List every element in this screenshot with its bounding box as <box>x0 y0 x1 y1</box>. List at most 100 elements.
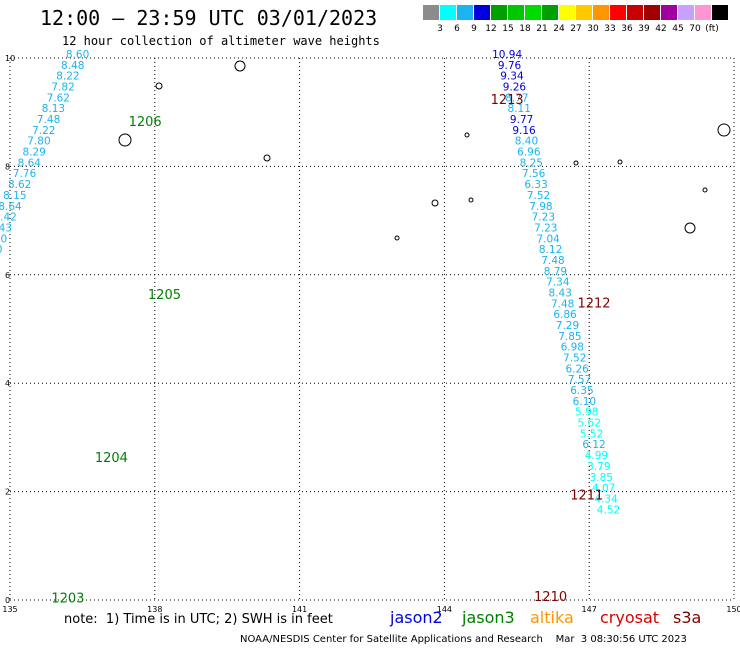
wave-height-label: 7.48 <box>551 298 574 310</box>
island-outline <box>468 197 474 203</box>
wave-height-label: 6.10 <box>573 396 596 408</box>
pass-number-label: 1211 <box>570 489 603 504</box>
wave-height-label: 7.48 <box>541 255 564 267</box>
y-tick-label: 6 <box>5 271 10 280</box>
pass-number-label: 1206 <box>129 115 162 130</box>
colorbar-label: 18 <box>519 24 531 34</box>
wave-height-label: 8.64 <box>18 157 42 169</box>
island-outline <box>431 199 439 207</box>
island-outline <box>234 60 246 72</box>
wave-height-label: 7.23 <box>532 212 555 224</box>
pass-number-label: 1213 <box>491 93 524 108</box>
colorbar-label: 9 <box>471 24 477 34</box>
wave-height-label: 6.98 <box>561 342 584 354</box>
colorbar-swatch <box>576 5 592 20</box>
colorbar-label: 15 <box>502 24 514 34</box>
colorbar-swatch <box>712 5 728 20</box>
island-outline <box>464 132 470 138</box>
x-tick-label: 135 <box>2 605 17 614</box>
wave-height-label: 7.62 <box>47 92 70 104</box>
colorbar-swatch <box>474 5 490 20</box>
colorbar-label: 39 <box>638 24 650 34</box>
wave-height-label: 7.80 <box>27 136 50 148</box>
wave-height-label: 8.77 <box>505 92 528 104</box>
wave-height-label: 8.15 <box>3 190 26 202</box>
wave-height-label: 6.96 <box>517 147 541 159</box>
pass-number-label: 1203 <box>51 592 84 607</box>
wave-height-label: 6.35 <box>570 385 593 397</box>
wave-height-label: 8.62 <box>8 179 31 191</box>
colorbar-label: 6 <box>454 24 460 34</box>
wave-height-label: 7.48 <box>37 114 60 126</box>
y-tick-label: 8 <box>5 162 10 171</box>
colorbar-swatch <box>661 5 677 20</box>
colorbar-swatch <box>678 5 694 20</box>
x-tick-label: 144 <box>437 605 452 614</box>
wave-height-label: 6.33 <box>524 179 547 191</box>
colorbar-label: 12 <box>485 24 497 34</box>
satellite-legend-jason3: jason3 <box>462 608 515 627</box>
wave-height-label: 7.22 <box>32 125 55 137</box>
wave-height-label: 7.29 <box>556 320 579 332</box>
satellite-legend-altika: altika <box>530 608 574 627</box>
wave-height-label: 7.52 <box>527 190 550 202</box>
wave-height-label: 7.82 <box>51 82 74 94</box>
wave-height-label: 8.25 <box>520 157 543 169</box>
colorbar-swatch <box>525 5 541 20</box>
colorbar-swatch <box>559 5 575 20</box>
colorbar-label: 33 <box>604 24 616 34</box>
colorbar-label: 21 <box>536 24 548 34</box>
x-tick-label: 138 <box>147 605 162 614</box>
colorbar-swatch <box>627 5 643 20</box>
island-outline <box>394 235 400 241</box>
wave-height-label: 8.42 <box>0 212 17 224</box>
wave-height-label: 6.12 <box>582 439 605 451</box>
colorbar-label: 45 <box>672 24 684 34</box>
island-outline <box>702 187 708 193</box>
pass-number-label: 1205 <box>148 288 181 303</box>
wave-height-label: 4.34 <box>594 493 618 505</box>
wave-height-label: 7.57 <box>568 374 591 386</box>
satellite-legend-s3a: s3a <box>673 608 702 627</box>
wave-height-label: 7.34 <box>546 277 570 289</box>
wave-height-label: 9.34 <box>500 71 524 83</box>
island-outline <box>717 123 731 137</box>
wave-height-label: 9.26 <box>503 82 527 94</box>
colorbar-swatch <box>423 5 439 20</box>
wave-height-label: 8.22 <box>56 71 79 83</box>
wave-height-label: 7.23 <box>534 222 557 234</box>
colorbar-label: (ft) <box>705 24 719 34</box>
wave-height-label: 5.52 <box>580 428 603 440</box>
y-tick-label: 10 <box>5 54 15 63</box>
colorbar-label: 30 <box>587 24 599 34</box>
wave-height-label: 6.86 <box>553 309 577 321</box>
wave-height-label: 8.43 <box>0 222 12 234</box>
colorbar-swatch <box>542 5 558 20</box>
wave-height-label: 7.98 <box>529 201 552 213</box>
colorbar-swatch <box>440 5 456 20</box>
colorbar-swatch <box>457 5 473 20</box>
wave-height-label: 4.07 <box>592 483 615 495</box>
wave-height-label: 7.04 <box>536 233 560 245</box>
island-outline <box>573 160 579 166</box>
wave-height-label: 7.76 <box>13 168 37 180</box>
colorbar-label: 3 <box>437 24 443 34</box>
footer-credit: NOAA/NESDIS Center for Satellite Applica… <box>240 634 687 645</box>
pass-number-label: 1210 <box>534 590 567 605</box>
island-outline <box>155 82 163 90</box>
wave-height-label: 8.43 <box>549 287 572 299</box>
wave-height-label: 8.29 <box>22 147 45 159</box>
island-outline <box>118 133 132 147</box>
y-tick-label: 0 <box>5 596 10 605</box>
colorbar-label: 36 <box>621 24 633 34</box>
satellite-legend-jason2: jason2 <box>390 608 443 627</box>
legend-note: note: 1) Time is in UTC; 2) SWH is in fe… <box>64 612 333 627</box>
colorbar-swatch <box>593 5 609 20</box>
wave-height-label: 5.98 <box>575 407 598 419</box>
colorbar-swatch <box>610 5 626 20</box>
wave-height-label: 8.30 <box>0 244 2 256</box>
wave-height-label: 7.85 <box>558 331 581 343</box>
colorbar-label: 70 <box>689 24 701 34</box>
pass-number-label: 1212 <box>577 296 610 311</box>
